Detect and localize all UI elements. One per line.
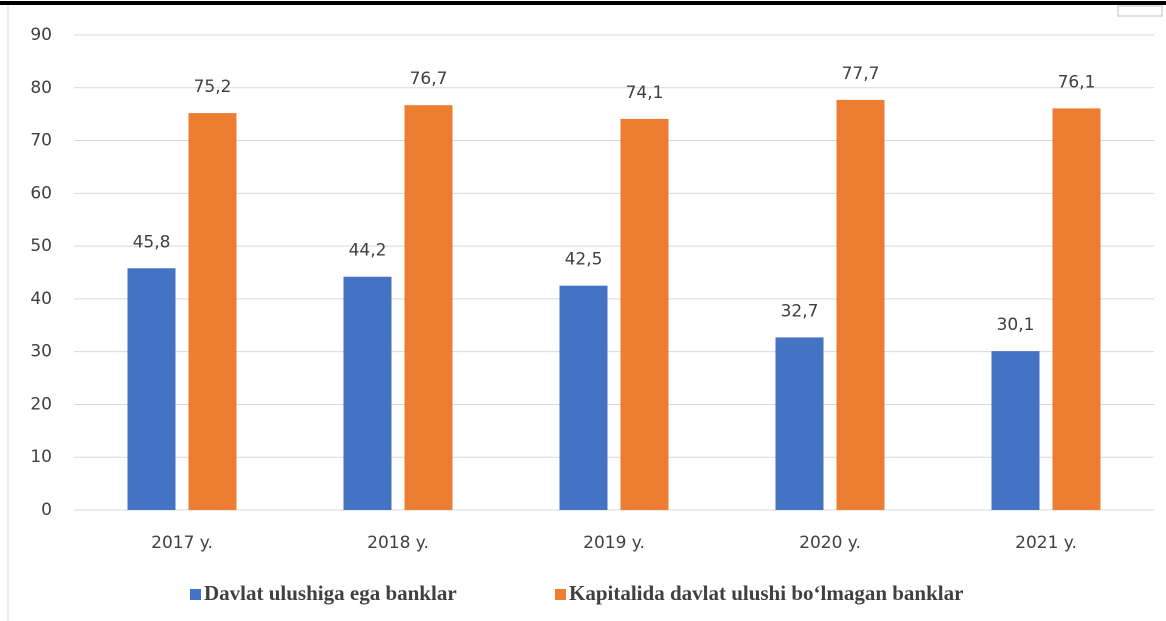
legend-label: Davlat ulushiga ega banklar — [204, 581, 457, 605]
bar — [188, 113, 237, 510]
y-tick-label: 10 — [30, 447, 52, 467]
y-tick-label: 50 — [30, 236, 52, 256]
data-label: 45,8 — [133, 232, 171, 252]
y-tick-label: 20 — [30, 394, 52, 414]
y-tick-label: 60 — [30, 183, 52, 203]
data-label: 76,7 — [410, 69, 448, 89]
corner-box — [1117, 5, 1163, 17]
bar — [775, 337, 824, 510]
bar — [620, 118, 669, 511]
data-label: 42,5 — [565, 250, 603, 270]
bar — [559, 285, 608, 510]
data-label: 77,7 — [842, 64, 880, 84]
y-tick-label: 30 — [30, 342, 52, 362]
bar — [991, 351, 1040, 510]
data-label: 44,2 — [349, 241, 387, 261]
legend-swatch — [555, 589, 566, 600]
data-label: 76,1 — [1058, 72, 1096, 92]
x-tick-label: 2020 y. — [799, 533, 861, 553]
legend-label: Kapitalida davlat ulushi bo‘lmagan bankl… — [569, 581, 963, 605]
x-tick-label: 2018 y. — [367, 533, 429, 553]
bar — [127, 268, 176, 510]
bar — [1052, 108, 1101, 510]
bar — [343, 276, 392, 510]
y-tick-label: 70 — [30, 131, 52, 151]
x-tick-label: 2021 y. — [1015, 533, 1077, 553]
y-tick-label: 0 — [41, 500, 52, 520]
y-tick-label: 90 — [30, 25, 52, 45]
bar — [404, 105, 453, 510]
data-label: 75,2 — [194, 77, 232, 97]
x-tick-label: 2017 y. — [151, 533, 213, 553]
y-tick-label: 40 — [30, 289, 52, 309]
data-label: 30,1 — [997, 315, 1035, 335]
y-tick-label: 80 — [30, 78, 52, 98]
bar — [836, 99, 885, 511]
data-label: 74,1 — [626, 83, 664, 103]
x-tick-label: 2019 y. — [583, 533, 645, 553]
data-label: 32,7 — [781, 301, 819, 321]
legend-swatch — [190, 589, 201, 600]
